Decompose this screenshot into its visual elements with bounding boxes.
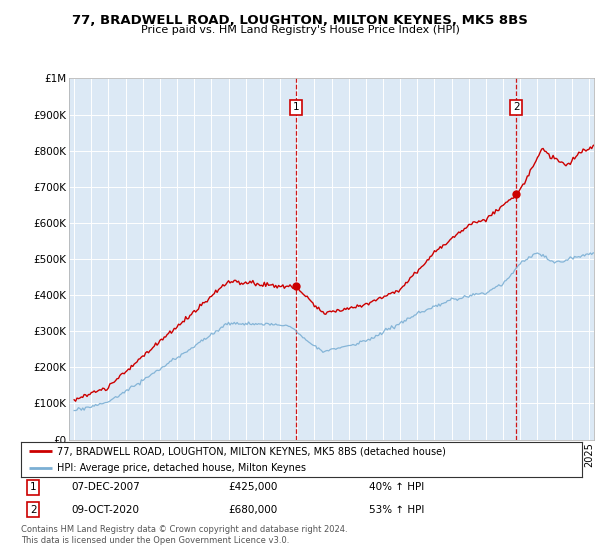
- Text: 1: 1: [30, 482, 37, 492]
- Text: £425,000: £425,000: [229, 482, 278, 492]
- Text: 2: 2: [513, 102, 520, 113]
- Text: 2: 2: [30, 505, 37, 515]
- Text: 77, BRADWELL ROAD, LOUGHTON, MILTON KEYNES, MK5 8BS: 77, BRADWELL ROAD, LOUGHTON, MILTON KEYN…: [72, 14, 528, 27]
- Text: 77, BRADWELL ROAD, LOUGHTON, MILTON KEYNES, MK5 8BS (detached house): 77, BRADWELL ROAD, LOUGHTON, MILTON KEYN…: [58, 446, 446, 456]
- Text: Price paid vs. HM Land Registry's House Price Index (HPI): Price paid vs. HM Land Registry's House …: [140, 25, 460, 35]
- Text: Contains HM Land Registry data © Crown copyright and database right 2024.
This d: Contains HM Land Registry data © Crown c…: [21, 525, 347, 545]
- Text: 53% ↑ HPI: 53% ↑ HPI: [369, 505, 424, 515]
- Text: 1: 1: [293, 102, 299, 113]
- Text: 40% ↑ HPI: 40% ↑ HPI: [369, 482, 424, 492]
- Text: £680,000: £680,000: [229, 505, 278, 515]
- Text: HPI: Average price, detached house, Milton Keynes: HPI: Average price, detached house, Milt…: [58, 463, 307, 473]
- Text: 07-DEC-2007: 07-DEC-2007: [71, 482, 140, 492]
- Text: 09-OCT-2020: 09-OCT-2020: [71, 505, 139, 515]
